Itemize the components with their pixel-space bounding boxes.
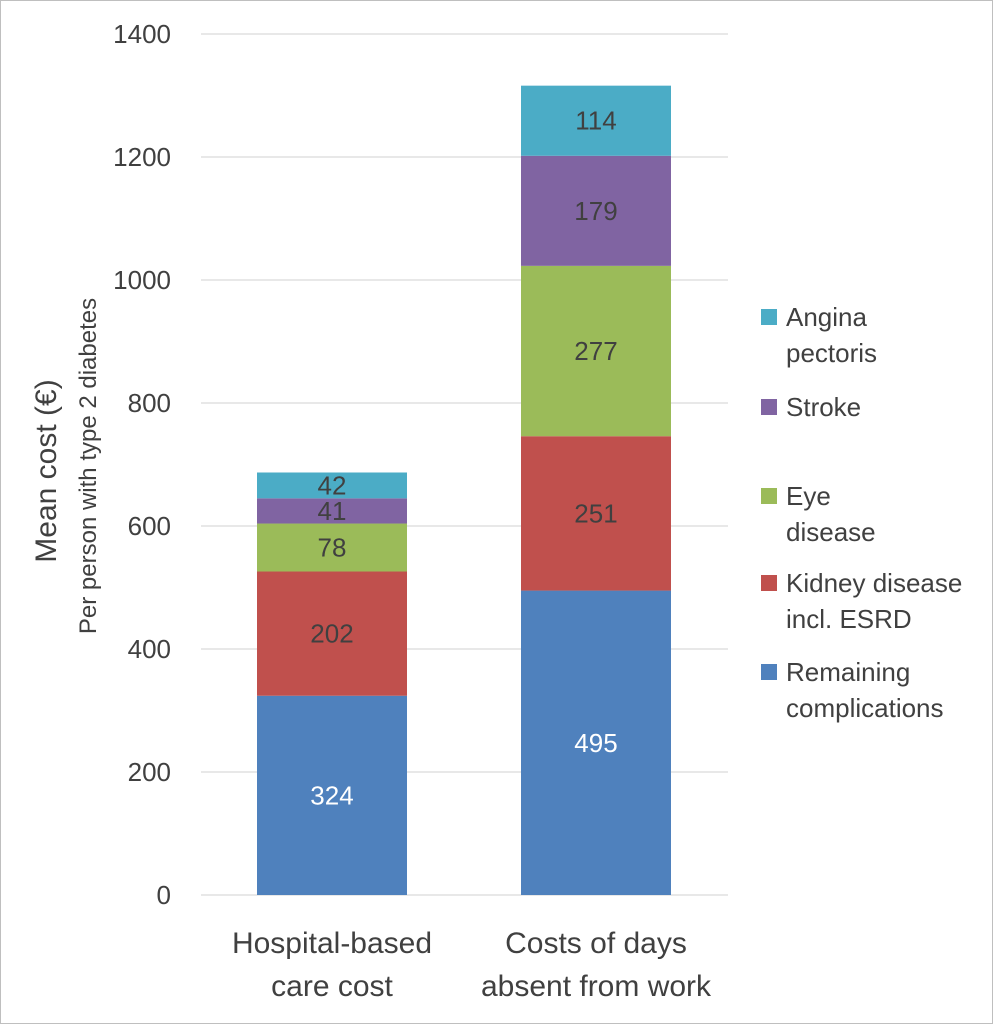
legend-label: pectoris — [786, 338, 877, 368]
y-axis-subtitle: Per person with type 2 diabetes — [75, 298, 102, 634]
y-axis-ticks: 0 200 400 600 800 1000 1200 1400 — [113, 19, 171, 910]
legend-label: Eye — [786, 481, 831, 511]
data-label: 202 — [310, 619, 353, 649]
category-label: absent from work — [481, 970, 712, 1003]
y-tick-label: 400 — [128, 634, 171, 664]
legend-swatch — [761, 309, 777, 325]
legend-label: disease — [786, 517, 876, 547]
y-tick-label: 800 — [128, 388, 171, 418]
legend-label: Angina — [786, 302, 867, 332]
bar-segment — [521, 155, 671, 266]
legend-swatch — [761, 488, 777, 504]
data-label: 41 — [318, 496, 347, 526]
y-tick-label: 1200 — [113, 142, 171, 172]
bar-segment — [521, 265, 671, 437]
bar-segment — [521, 590, 671, 895]
bar-segment — [257, 571, 407, 696]
data-label: 42 — [318, 470, 347, 500]
data-label: 277 — [574, 336, 617, 366]
data-label: 114 — [575, 106, 616, 136]
legend-swatch — [761, 664, 777, 680]
y-tick-label: 600 — [128, 511, 171, 541]
y-tick-label: 200 — [128, 757, 171, 787]
bar-segment — [257, 472, 407, 499]
legend-label: Remaining — [786, 657, 910, 687]
legend: Angina pectoris Stroke Eye disease Kidney dis… — [761, 302, 962, 723]
bar-segment — [257, 695, 407, 895]
legend-label: complications — [786, 693, 944, 723]
legend-label: Kidney disease — [786, 568, 962, 598]
bar-segment — [257, 498, 407, 524]
category-label: Hospital-based — [232, 927, 432, 960]
data-label: 179 — [574, 196, 617, 226]
data-label: 495 — [574, 728, 617, 758]
legend-swatch — [761, 575, 777, 591]
bar-segment — [257, 523, 407, 572]
data-label: 78 — [318, 533, 347, 563]
y-tick-label: 0 — [157, 880, 171, 910]
category-label: Costs of days — [505, 927, 687, 960]
legend-label: Stroke — [786, 392, 861, 422]
data-label: 251 — [574, 498, 617, 528]
legend-label: incl. ESRD — [786, 604, 912, 634]
legend-swatch — [761, 399, 777, 415]
category-label: care cost — [271, 970, 393, 1003]
data-label: 324 — [310, 780, 353, 810]
bar-segment — [521, 85, 671, 156]
y-axis-title: Mean cost (€) — [30, 379, 63, 562]
x-axis-labels: Hospital-based care cost Costs of days abse… — [232, 927, 712, 1003]
y-tick-label: 1400 — [113, 19, 171, 49]
y-axis-title: Mean cost (€) Per person with type 2 diab… — [30, 298, 102, 634]
y-tick-label: 1000 — [113, 265, 171, 295]
bar-segment — [521, 436, 671, 591]
